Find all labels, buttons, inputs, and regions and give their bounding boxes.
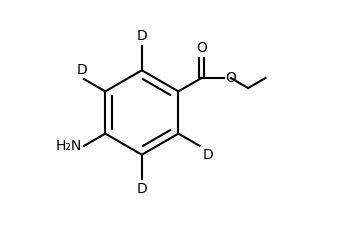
Text: D: D bbox=[77, 63, 88, 76]
Text: O: O bbox=[196, 41, 207, 55]
Text: D: D bbox=[136, 29, 147, 43]
Text: D: D bbox=[202, 148, 213, 162]
Text: O: O bbox=[225, 71, 236, 85]
Text: H₂N: H₂N bbox=[56, 139, 82, 153]
Text: D: D bbox=[136, 182, 147, 196]
